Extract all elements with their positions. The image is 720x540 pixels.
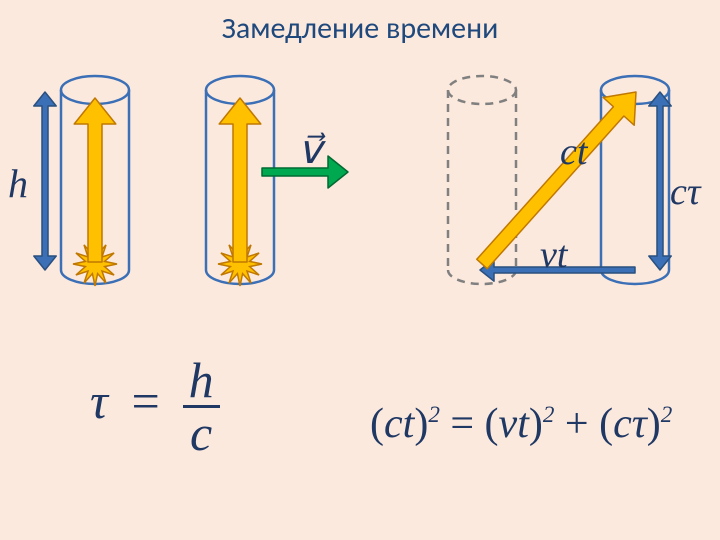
tau-num: h bbox=[183, 355, 220, 408]
formula-pythagoras: (ct)2 = (vt)2 + (cτ)2 bbox=[370, 400, 672, 448]
formula-tau: τ = h c bbox=[90, 355, 220, 458]
tau-eq-sign: = bbox=[128, 373, 162, 429]
label-v: v⃗ bbox=[298, 126, 322, 173]
diagram-svg bbox=[0, 0, 720, 540]
label-h: h bbox=[8, 160, 28, 207]
label-ct: ct bbox=[560, 130, 587, 174]
tau-frac: h c bbox=[183, 355, 220, 458]
tau-den: c bbox=[183, 408, 220, 458]
tau-lhs: τ bbox=[90, 373, 108, 429]
label-vt: vt bbox=[540, 233, 567, 277]
label-ctau: cτ bbox=[670, 170, 700, 214]
